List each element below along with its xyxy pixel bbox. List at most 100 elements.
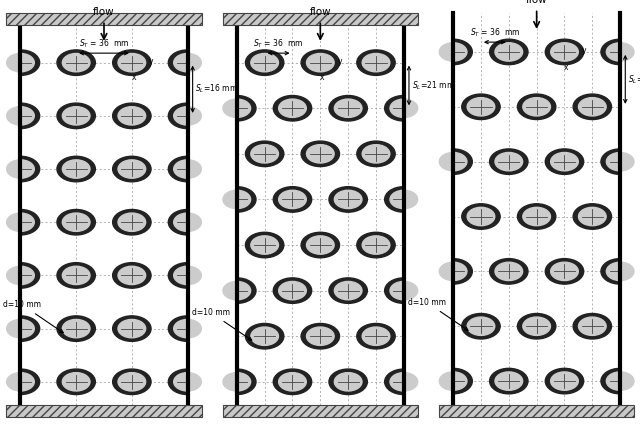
Text: $S_T$ = 36  mm: $S_T$ = 36 mm (470, 27, 520, 39)
Bar (0, 207, 20, 237)
Circle shape (334, 281, 362, 300)
Circle shape (173, 320, 202, 338)
Circle shape (113, 316, 151, 341)
Circle shape (490, 149, 528, 174)
Bar (188, 48, 213, 77)
Circle shape (334, 190, 362, 209)
Bar (188, 261, 213, 290)
Bar (188, 314, 213, 343)
Circle shape (113, 210, 151, 235)
Bar (211, 184, 237, 214)
Circle shape (385, 278, 423, 303)
Circle shape (251, 327, 278, 346)
Circle shape (606, 262, 634, 281)
Circle shape (385, 369, 423, 394)
Circle shape (62, 213, 90, 231)
Circle shape (1, 103, 40, 129)
Text: x: x (320, 74, 324, 82)
Bar (0, 261, 20, 290)
Bar (6, 405, 202, 416)
Circle shape (517, 94, 556, 119)
Circle shape (301, 50, 339, 75)
Circle shape (113, 263, 151, 288)
Circle shape (439, 153, 467, 171)
Circle shape (278, 373, 307, 391)
Text: $S_L$=16 mm: $S_L$=16 mm (195, 83, 238, 96)
Circle shape (545, 149, 584, 174)
Circle shape (550, 372, 579, 390)
Circle shape (118, 107, 146, 125)
Circle shape (168, 103, 207, 129)
Circle shape (273, 96, 312, 121)
Circle shape (62, 373, 90, 391)
Circle shape (118, 266, 146, 285)
Circle shape (1, 316, 40, 341)
Circle shape (246, 50, 284, 75)
Circle shape (307, 144, 334, 163)
Circle shape (601, 39, 639, 65)
Circle shape (490, 259, 528, 284)
Circle shape (57, 316, 95, 341)
Circle shape (523, 207, 550, 226)
Circle shape (606, 43, 634, 61)
Bar (223, 405, 418, 416)
Circle shape (251, 236, 278, 254)
Circle shape (390, 373, 418, 391)
Text: x: x (131, 74, 136, 82)
Circle shape (523, 317, 550, 335)
Circle shape (218, 278, 256, 303)
Circle shape (168, 50, 207, 75)
Bar (620, 257, 640, 286)
Circle shape (434, 149, 472, 174)
Circle shape (118, 373, 146, 391)
Circle shape (118, 160, 146, 178)
Circle shape (434, 259, 472, 284)
Bar (188, 207, 213, 237)
Circle shape (1, 263, 40, 288)
Circle shape (1, 210, 40, 235)
Circle shape (6, 107, 35, 125)
Text: $S_L$=21 mm: $S_L$=21 mm (628, 73, 640, 85)
Circle shape (6, 320, 35, 338)
Circle shape (545, 39, 584, 65)
Bar (439, 405, 634, 416)
Circle shape (307, 327, 334, 346)
Circle shape (462, 94, 500, 119)
Circle shape (579, 207, 606, 226)
Circle shape (57, 156, 95, 182)
Circle shape (57, 369, 95, 394)
Circle shape (223, 190, 251, 209)
Bar (6, 13, 202, 25)
Circle shape (218, 96, 256, 121)
Bar (188, 101, 213, 131)
Circle shape (173, 107, 202, 125)
Circle shape (113, 103, 151, 129)
Circle shape (362, 236, 390, 254)
Circle shape (307, 236, 334, 254)
Text: d=10 mm: d=10 mm (3, 300, 63, 333)
Circle shape (173, 266, 202, 285)
Circle shape (223, 373, 251, 391)
Bar (404, 94, 429, 123)
Circle shape (168, 210, 207, 235)
Circle shape (357, 323, 396, 349)
Circle shape (6, 54, 35, 72)
Circle shape (168, 369, 207, 394)
Circle shape (390, 190, 418, 209)
Circle shape (467, 207, 495, 226)
Circle shape (62, 160, 90, 178)
Circle shape (606, 372, 634, 390)
Circle shape (1, 50, 40, 75)
Circle shape (223, 99, 251, 117)
Text: d=10 mm: d=10 mm (408, 298, 468, 330)
Circle shape (218, 187, 256, 212)
Bar (428, 147, 453, 176)
Bar (20, 25, 188, 405)
Circle shape (57, 210, 95, 235)
Text: $S_T$ = 36  mm: $S_T$ = 36 mm (79, 38, 129, 50)
Circle shape (1, 156, 40, 182)
Circle shape (57, 103, 95, 129)
Bar (223, 13, 418, 25)
Circle shape (307, 54, 334, 72)
Circle shape (601, 368, 639, 394)
